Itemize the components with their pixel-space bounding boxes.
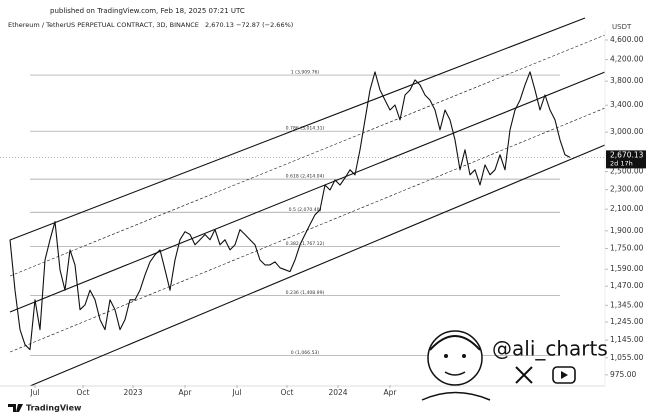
- avatar-eye: [462, 354, 466, 358]
- level-label: 0.618 (2,414.04): [286, 174, 325, 180]
- change: −72.87 (−2.66%): [236, 21, 293, 29]
- avatar-body: [421, 391, 491, 401]
- avatar-hair: [429, 335, 481, 351]
- brand-logo: [8, 404, 23, 412]
- x-icon: [515, 366, 533, 384]
- y-tick-label: 2,300.00: [610, 185, 644, 194]
- y-tick-label: 1,345.00: [610, 300, 644, 309]
- level-label: 0.5 (2,070.40): [289, 207, 322, 213]
- x-tick-label: Apr: [179, 388, 193, 397]
- y-tick-label: 1,590.00: [610, 264, 644, 273]
- last-price: 2,670.13: [205, 21, 234, 29]
- y-tick-label: 2,500.00: [610, 167, 644, 176]
- youtube-icon: [552, 366, 576, 384]
- watermark: @ali_charts: [421, 330, 608, 401]
- youtube-play: [561, 371, 568, 379]
- symbol: Ethereum / TetherUS PERPETUAL CONTRACT, …: [8, 21, 199, 29]
- avatar-mouth: [444, 371, 466, 376]
- x-tick-label: Jul: [231, 388, 241, 397]
- level-label: 0.382 (1,767.12): [286, 241, 325, 247]
- x-tick-label: Apr: [384, 388, 398, 397]
- price-tag: [606, 150, 646, 169]
- handle: @ali_charts: [492, 337, 608, 361]
- plot-layer: 1 (3,909.76) 0.786 (3,014.31) 0.618 (2,414…: [0, 70, 605, 356]
- y-tick-label: 3,800.00: [610, 76, 644, 85]
- y-tick-label: 4,600.00: [610, 35, 644, 44]
- x-tick-label: 2023: [123, 388, 142, 397]
- y-tick-label: 1,900.00: [610, 226, 644, 235]
- y-tick-label: 1,750.00: [610, 244, 644, 253]
- channel-lower: [29, 144, 606, 387]
- price-tag-label: 2,670.13: [610, 150, 644, 159]
- avatar-head: [427, 330, 483, 386]
- level-label: 0.786 (3,014.31): [286, 126, 325, 132]
- published-note: published on TradingView.com, Feb 18, 20…: [50, 7, 245, 15]
- y-tick-label: 1,470.00: [610, 281, 644, 290]
- level-label: 0.236 (1,408.99): [286, 290, 325, 296]
- y-tick-label: 2,100.00: [610, 204, 644, 213]
- level-label: 1 (3,909.76): [291, 70, 320, 76]
- x-tick-label: 2024: [328, 388, 347, 397]
- brand: TradingView: [26, 404, 82, 413]
- channel-dashed-upper: [9, 34, 606, 277]
- y-tick-label: 975.00: [610, 370, 636, 379]
- y-tick-label: 3,000.00: [610, 127, 644, 136]
- price-line: [9, 71, 571, 351]
- countdown: 2d 17h: [610, 159, 633, 167]
- avatar-eye: [444, 354, 448, 358]
- y-tick-label: 3,400.00: [610, 100, 644, 109]
- y-tick-label: 1,055.00: [610, 353, 644, 362]
- channel-upper: [9, 17, 586, 241]
- y-tick-label: 4,200.00: [610, 55, 644, 64]
- x-tick-label: Oct: [281, 388, 294, 397]
- x-tick-label: Jul: [29, 388, 39, 397]
- trend-channel: [9, 17, 606, 387]
- level-label: 0 (1,066.53): [291, 350, 320, 356]
- y-tick-label: 1,245.00: [610, 317, 644, 326]
- x-tick-label: Oct: [77, 388, 90, 397]
- channel-dashed-lower: [9, 107, 606, 353]
- channel-middle: [9, 71, 606, 313]
- y-tick-label: 1,145.00: [610, 335, 644, 344]
- y-unit: USDT: [612, 23, 632, 31]
